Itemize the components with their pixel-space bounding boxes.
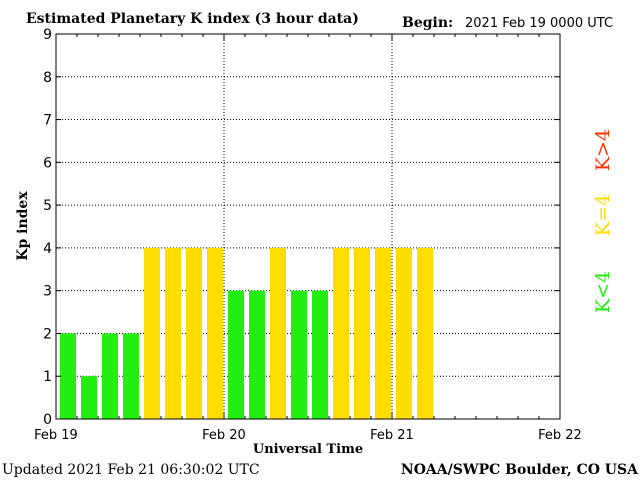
ticks bbox=[55, 33, 561, 420]
kp-bar bbox=[354, 247, 370, 419]
y-tick-label: 5 bbox=[43, 198, 52, 214]
kp-bar bbox=[312, 290, 328, 419]
legend-mid: K=4 bbox=[592, 194, 614, 236]
kp-bar bbox=[291, 290, 307, 419]
tick-labels: 0 1 2 3 4 5 6 7 8 9 Feb 19 Feb 20 Feb 21 Feb 22 bbox=[34, 27, 582, 443]
kp-bar bbox=[81, 376, 97, 419]
y-tick-label: 8 bbox=[43, 70, 52, 86]
x-tick-label: Feb 21 bbox=[370, 428, 414, 443]
y-tick-label: 7 bbox=[43, 113, 52, 129]
y-tick-label: 6 bbox=[43, 155, 52, 171]
x-tick-label: Feb 22 bbox=[538, 428, 582, 443]
kp-bar bbox=[165, 247, 181, 419]
updated-text: Updated 2021 Feb 21 06:30:02 UTC bbox=[2, 462, 260, 478]
kp-bar bbox=[60, 333, 76, 419]
kp-bar bbox=[123, 333, 139, 419]
y-tick-label: 0 bbox=[43, 412, 52, 428]
kp-bar bbox=[186, 247, 202, 419]
kp-bar bbox=[207, 247, 223, 419]
y-tick-label: 1 bbox=[43, 369, 52, 385]
kp-bar bbox=[375, 247, 391, 419]
grid-lines bbox=[56, 34, 560, 419]
begin-value: 2021 Feb 19 0000 UTC bbox=[465, 16, 613, 31]
x-tick-label: Feb 20 bbox=[202, 428, 246, 443]
legend-low: K<4 bbox=[592, 271, 614, 313]
bars bbox=[60, 247, 433, 419]
x-tick-label: Feb 19 bbox=[34, 428, 78, 443]
kp-bar bbox=[333, 247, 349, 419]
legend-high: K>4 bbox=[592, 129, 614, 171]
kp-bar bbox=[396, 247, 412, 419]
x-axis-label: Universal Time bbox=[253, 442, 363, 457]
credit-text: NOAA/SWPC Boulder, CO USA bbox=[401, 462, 639, 478]
kp-bar bbox=[228, 290, 244, 419]
kp-bar bbox=[417, 247, 433, 419]
y-tick-label: 9 bbox=[43, 27, 52, 43]
kp-bar bbox=[270, 247, 286, 419]
kp-bar bbox=[102, 333, 118, 419]
y-tick-label: 2 bbox=[43, 326, 52, 342]
y-tick-label: 3 bbox=[43, 284, 52, 300]
begin-label: Begin: bbox=[402, 15, 453, 31]
y-axis-label: Kp index bbox=[15, 191, 31, 261]
chart-title: Estimated Planetary K index (3 hour data… bbox=[26, 11, 359, 27]
kp-bar bbox=[249, 290, 265, 419]
y-tick-label: 4 bbox=[43, 241, 52, 257]
kp-bar bbox=[144, 247, 160, 419]
